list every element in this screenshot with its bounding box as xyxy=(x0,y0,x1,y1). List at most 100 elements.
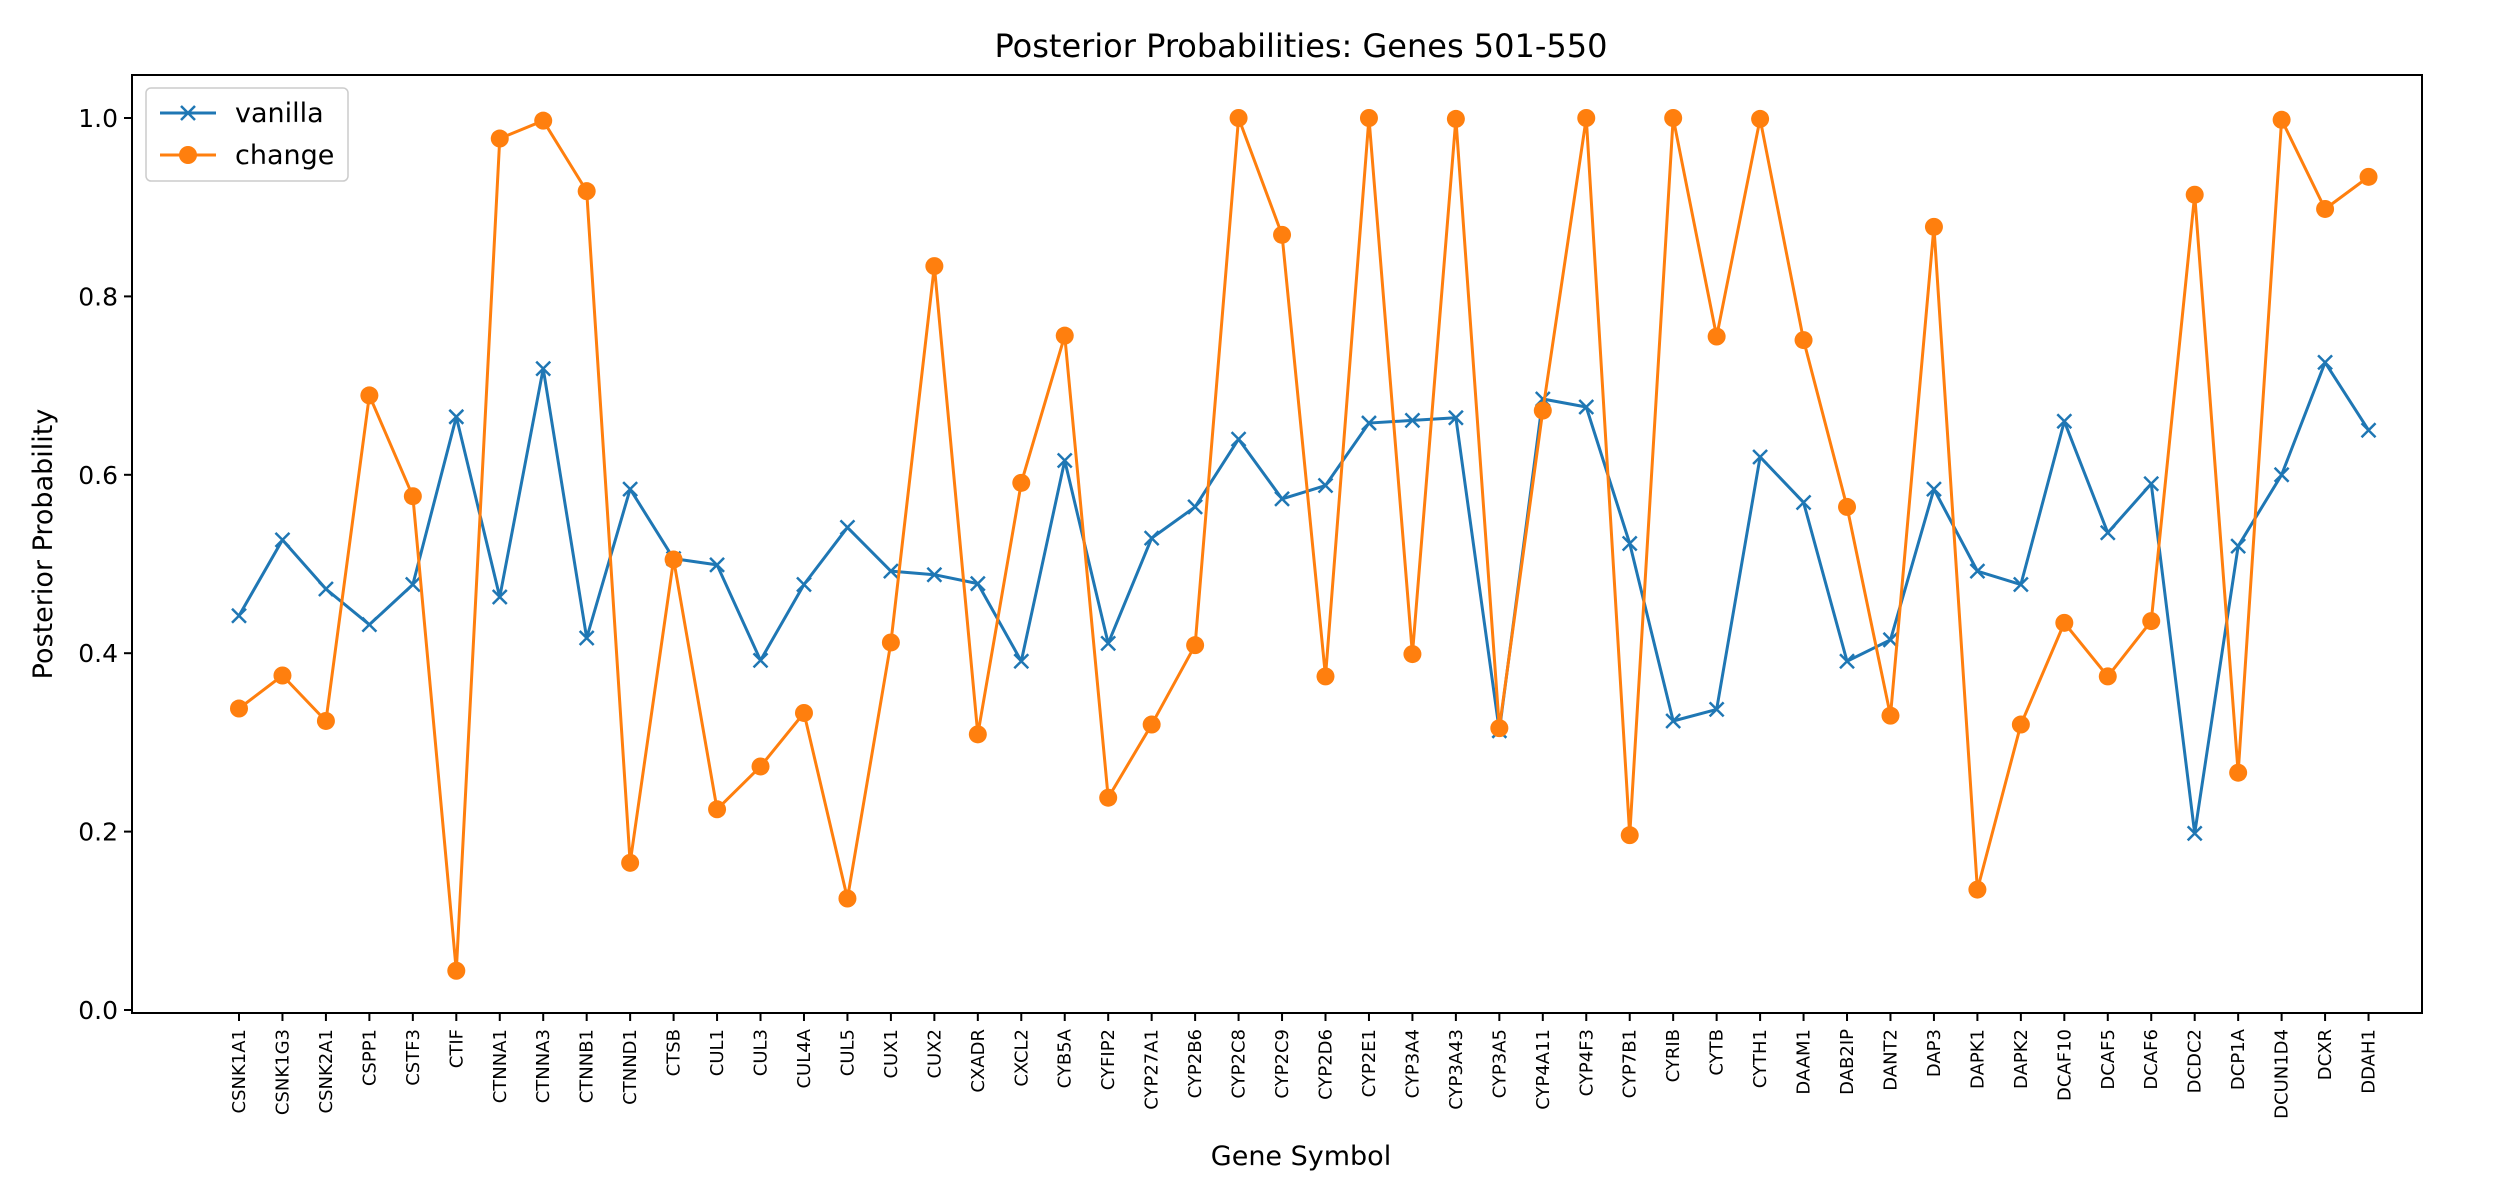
data-point-change xyxy=(2055,613,2074,632)
x-tick-label: CUX1 xyxy=(881,1029,902,1079)
data-point-change xyxy=(316,711,335,730)
data-point-change xyxy=(534,111,553,130)
x-tick-label: CUL1 xyxy=(707,1029,728,1076)
data-point-change xyxy=(1838,497,1857,516)
data-point-change xyxy=(925,257,944,276)
x-tick-label: CYP2D6 xyxy=(1316,1029,1337,1100)
data-point-change xyxy=(360,386,379,405)
data-point-vanilla xyxy=(709,557,725,573)
data-point-vanilla xyxy=(926,566,943,583)
legend-marker xyxy=(179,146,197,164)
x-tick-label: CYP3A5 xyxy=(1489,1029,1510,1098)
data-point-change xyxy=(2098,667,2117,686)
data-point-change xyxy=(1620,826,1639,845)
data-point-vanilla xyxy=(883,563,899,580)
data-point-change xyxy=(1229,109,1248,127)
data-point-change xyxy=(1577,109,1596,127)
x-axis-label: Gene Symbol xyxy=(1211,1141,1391,1172)
data-point-vanilla xyxy=(535,360,552,377)
data-point-change xyxy=(403,487,422,506)
data-point-vanilla xyxy=(578,630,595,646)
series-line-change xyxy=(238,116,2370,973)
x-tick-label: CTSB xyxy=(664,1029,685,1076)
data-point-vanilla xyxy=(1752,449,1768,465)
data-point-change xyxy=(1881,706,1900,725)
data-point-vanilla xyxy=(2230,538,2247,555)
y-tick-label: 0.2 xyxy=(78,818,118,847)
x-tick-label: CUX2 xyxy=(924,1029,945,1079)
x-tick-label: CUL5 xyxy=(837,1029,858,1076)
data-point-change xyxy=(447,961,466,980)
x-tick-label: DCXR xyxy=(2315,1029,2336,1080)
data-point-vanilla xyxy=(622,481,639,497)
x-tick-label: CSPP1 xyxy=(359,1029,380,1086)
data-point-change xyxy=(838,889,857,908)
data-point-change xyxy=(1403,645,1422,664)
x-tick-label: DAPK2 xyxy=(2011,1029,2032,1089)
data-point-vanilla xyxy=(1795,494,1812,511)
series-change xyxy=(230,109,2378,980)
series-line-vanilla xyxy=(237,360,2370,835)
x-tick-label: DANT2 xyxy=(1880,1029,1901,1091)
legend-label: vanilla xyxy=(235,98,324,129)
x-tick-label: CTNNA1 xyxy=(490,1029,511,1103)
data-point-vanilla xyxy=(1404,412,1421,429)
data-point-vanilla xyxy=(1187,499,1204,515)
x-tick-label: CYTB xyxy=(1707,1029,1728,1076)
data-point-vanilla xyxy=(1447,409,1464,426)
data-point-vanilla xyxy=(2056,413,2073,430)
data-point-change xyxy=(968,725,987,744)
y-axis-label: Posterior Probability xyxy=(28,409,59,680)
data-point-vanilla xyxy=(752,652,769,669)
x-tick-label: CYB5A xyxy=(1055,1028,1076,1088)
data-point-vanilla xyxy=(1317,477,1334,494)
data-point-vanilla xyxy=(1708,701,1725,718)
x-tick-label: CYP2B6 xyxy=(1185,1029,1206,1098)
data-point-change xyxy=(2142,612,2161,631)
x-tick-label: DCUN1D4 xyxy=(2272,1029,2293,1119)
y-tick-label: 0.4 xyxy=(78,639,118,668)
x-tick-label: CYP2E1 xyxy=(1359,1029,1380,1097)
y-axis: 0.0 0.2 0.4 0.6 0.8 1.0 xyxy=(78,104,132,1025)
x-tick-label: CTIF xyxy=(446,1029,467,1068)
data-point-change xyxy=(621,853,640,872)
data-point-vanilla xyxy=(1056,452,1073,469)
data-point-vanilla xyxy=(2099,524,2116,541)
data-point-change xyxy=(1446,109,1465,128)
data-point-change xyxy=(1055,326,1074,345)
data-point-change xyxy=(1924,217,1943,236)
data-point-change xyxy=(664,550,683,569)
data-point-vanilla xyxy=(1361,415,1377,431)
x-tick-label: CYTH1 xyxy=(1750,1029,1771,1088)
data-point-change xyxy=(1316,667,1335,686)
data-point-vanilla xyxy=(2143,475,2160,492)
x-tick-label: CYP3A4 xyxy=(1402,1029,1423,1098)
x-tick-label: CSTF3 xyxy=(403,1029,424,1086)
x-tick-label: DCP1A xyxy=(2228,1028,2249,1090)
data-point-change xyxy=(1794,331,1813,350)
data-point-vanilla xyxy=(796,576,812,593)
data-point-vanilla xyxy=(1100,635,1117,652)
data-point-vanilla xyxy=(448,408,465,425)
chart-title: Posterior Probabilities: Genes 501-550 xyxy=(994,27,1607,65)
data-point-change xyxy=(2185,185,2204,204)
x-tick-label: CSNK2A1 xyxy=(316,1029,337,1113)
data-point-change xyxy=(708,800,727,819)
legend-entry-change: change xyxy=(160,140,334,171)
data-point-vanilla xyxy=(2273,466,2290,483)
x-tick-label: DCAF5 xyxy=(2098,1029,2119,1090)
data-point-vanilla xyxy=(1230,431,1247,448)
legend-marker xyxy=(180,105,196,121)
x-tick-label: DAP3 xyxy=(1924,1029,1945,1077)
x-tick-label: CTNNA3 xyxy=(533,1029,554,1103)
data-point-vanilla xyxy=(1665,713,1682,729)
data-point-change xyxy=(2229,763,2248,782)
x-axis: CSNK1A1 CSNK1G3 CSNK2A1 CSPP1 CSTF3 CTIF CTNNA… xyxy=(229,1013,2380,1119)
data-point-change xyxy=(2011,715,2030,734)
data-point-change xyxy=(1142,715,1161,734)
y-tick-label: 0.8 xyxy=(78,282,118,311)
data-point-vanilla xyxy=(231,607,247,624)
data-point-change xyxy=(2316,199,2335,218)
x-tick-label: CYP2C8 xyxy=(1229,1029,1250,1099)
